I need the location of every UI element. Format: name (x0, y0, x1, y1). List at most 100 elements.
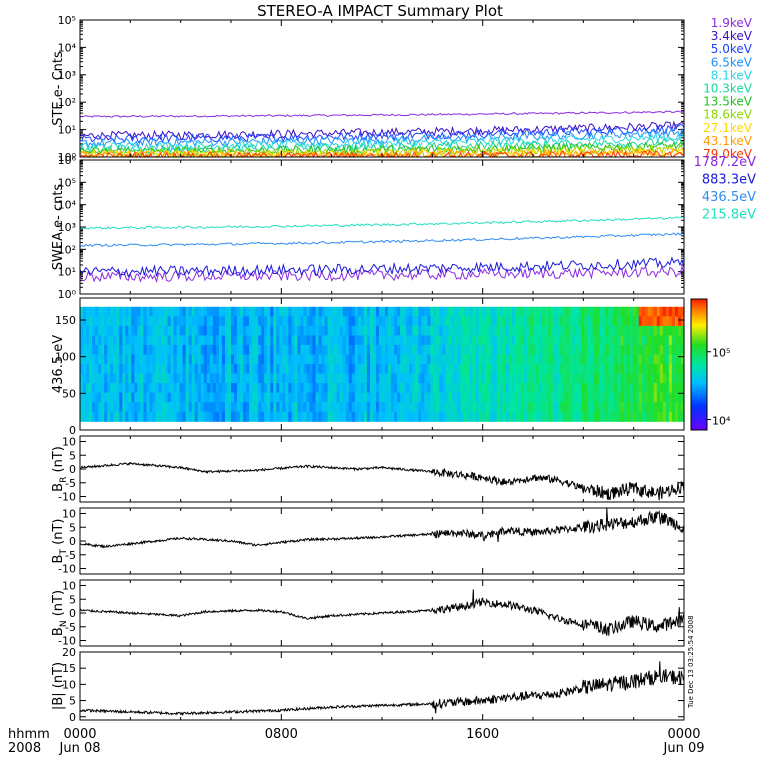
x-tick-time: 0000 (667, 727, 700, 742)
ytick-label: 10⁴ (58, 199, 77, 212)
series-8.1keV (79, 131, 685, 152)
ytick-label: 10 (62, 436, 76, 449)
series-1787.2eV (79, 264, 685, 284)
ytick-label: 0 (69, 535, 76, 548)
legend-item: 436.5eV (702, 190, 756, 205)
ste-frame (79, 19, 685, 158)
ytick-label: 5 (69, 593, 76, 606)
ytick-label: 150 (55, 314, 76, 327)
colorbar: 10⁴ 10⁵ (690, 298, 731, 431)
ytick-label: 5 (69, 449, 76, 462)
bt-frame (79, 507, 685, 575)
colorbar-tick-label: 10⁵ (712, 347, 730, 360)
series-3.4keV (79, 120, 685, 141)
colorbar-gradient (690, 298, 708, 431)
ytick-label: 0 (69, 607, 76, 620)
panel-bmag: 0 5 10 15 20 |B| (nT) (51, 646, 685, 724)
ytick-label: -5 (65, 477, 76, 490)
ytick-label: 5 (69, 521, 76, 534)
ytick-label: 50 (62, 387, 76, 400)
ytick-label: 10² (58, 243, 76, 256)
legend-item: 3.4keV (711, 29, 753, 43)
x-tick-time: 1600 (466, 727, 499, 742)
ytick-label: -5 (65, 549, 76, 562)
plot-title: STEREO-A IMPACT Summary Plot (257, 2, 503, 20)
series-13.5keV (79, 140, 685, 157)
ytick-label: 10 (62, 508, 76, 521)
ste-ylabel: STE e- Cnts (51, 51, 66, 126)
x-axis-label-hhmm: hhmm (8, 727, 50, 742)
panel-ste: 10⁰ 10¹ 10² 10³ 10⁴ 10⁵ STE e- Cnts (51, 14, 685, 164)
ytick-label: 100 (55, 351, 76, 364)
ytick-label: 15 (62, 662, 76, 675)
x-tick-time: 0000 (63, 727, 96, 742)
bn-ylabel: BN (nT) (51, 590, 69, 636)
ytick-label: -10 (58, 491, 76, 504)
ytick-label: 0 (69, 463, 76, 476)
ytick-label: 0 (69, 711, 76, 724)
series-10.3keV (79, 137, 685, 155)
panels: 10⁰ 10¹ 10² 10³ 10⁴ 10⁵ STE e- Cnts 10⁰ 10¹ 10² 10… (51, 14, 685, 724)
ytick-label: 10 (62, 580, 76, 593)
ytick-label: 10¹ (58, 124, 76, 137)
heatmap-cells (80, 306, 685, 422)
bt-ylabel: BT (nT) (51, 519, 69, 564)
ytick-label: 20 (62, 646, 76, 659)
swea-frame (79, 159, 685, 295)
ytick-label: 10⁰ (58, 151, 77, 164)
pad-ylabel: 436.5 eV (51, 335, 66, 393)
x-tick-time: 0800 (265, 727, 298, 742)
ytick-label: 10¹ (58, 266, 76, 279)
legend-item: 6.5keV (711, 55, 753, 69)
legend-item: 883.3eV (702, 173, 756, 188)
colorbar-ticks: 10⁴ 10⁵ (707, 347, 731, 428)
series-436.5eV (79, 232, 685, 248)
ytick-label: 10⁵ (58, 176, 76, 189)
series-5.0keV (79, 123, 685, 144)
ytick-label: 10⁰ (58, 288, 77, 301)
legend-item: 43.1keV (703, 134, 753, 148)
colorbar-tick-label: 10⁴ (712, 415, 731, 428)
series-bmag (79, 661, 685, 716)
ytick-label: 5 (69, 695, 76, 708)
ytick-label: -10 (58, 635, 76, 648)
ytick-label: 10 (62, 678, 76, 691)
ytick-label: -5 (65, 621, 76, 634)
bmag-ylabel: |B| (nT) (51, 662, 66, 710)
ytick-label: 10³ (58, 221, 76, 234)
legend-item: 27.1keV (703, 121, 753, 135)
ytick-label: 10³ (58, 69, 76, 82)
series-bn (79, 589, 685, 636)
x-tick-date: Jun 09 (663, 741, 705, 756)
legend-item: 10.3keV (703, 82, 753, 96)
legend-item: 13.5keV (703, 95, 753, 109)
series-215.8eV (79, 216, 685, 230)
ytick-label: 10⁴ (58, 41, 77, 54)
bmag-frame (79, 651, 685, 721)
br-ylabel: BR (nT) (51, 446, 69, 492)
legend-item: 5.0keV (711, 42, 753, 56)
timestamp: Tue Dec 13 03:25:54 2008 (687, 615, 695, 709)
panel-pad: 0 50 100 150 436.5 eV (51, 297, 685, 437)
swea-ylabel: SWEA e- cnts (51, 184, 66, 271)
ytick-label: 10⁶ (58, 154, 77, 167)
ytick-label: 0 (69, 424, 76, 437)
series-bt (79, 507, 685, 549)
legend-swea: 1787.2eV 883.3eV 436.5eV 215.8eV (694, 155, 756, 223)
legend-item: 215.8eV (702, 208, 756, 223)
legend-ste: 1.9keV3.4keV5.0keV6.5keV8.1keV10.3keV13.… (703, 16, 753, 161)
series-883.3eV (79, 256, 685, 278)
ytick-label: 10⁵ (58, 14, 76, 27)
legend-item: 1.9keV (711, 16, 753, 30)
x-tick-date: Jun 08 (59, 741, 101, 756)
panel-swea: 10⁰ 10¹ 10² 10³ 10⁴ 10⁵ 10⁶ SWEA e- cnts (51, 154, 685, 301)
legend-item: 1787.2eV (694, 155, 756, 170)
series-br (79, 461, 685, 501)
legend-item: 18.6keV (703, 108, 753, 122)
